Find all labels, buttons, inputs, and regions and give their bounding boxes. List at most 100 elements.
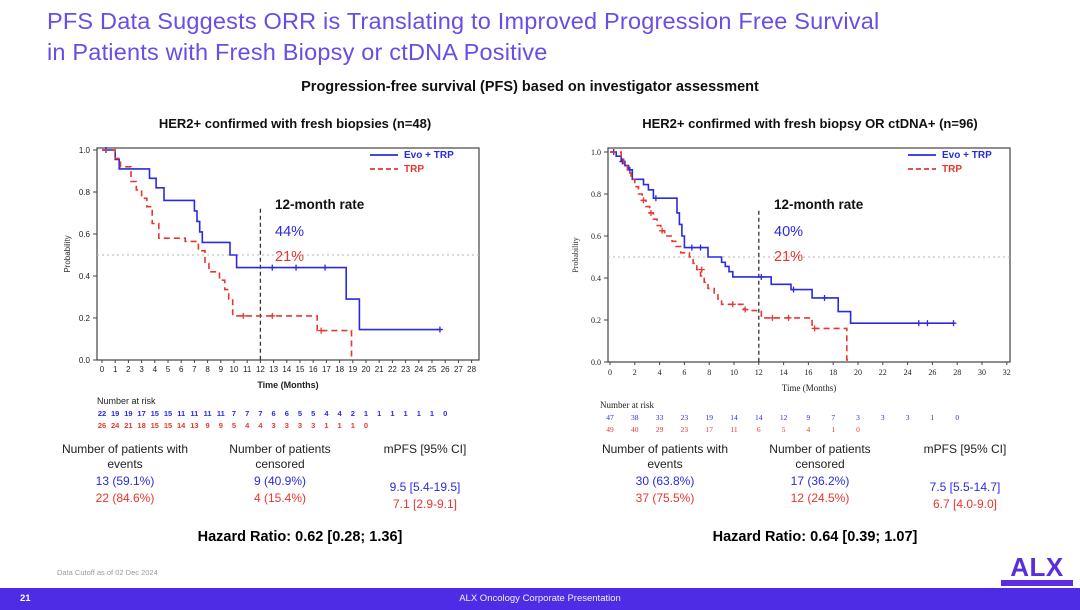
stats-value-evo: 17 (36.2%) xyxy=(790,474,850,489)
stats-header: mPFS [95% CI] xyxy=(923,442,1007,456)
svg-text:6: 6 xyxy=(272,409,276,418)
svg-text:14: 14 xyxy=(730,413,738,422)
stats-header: mPFS [95% CI] xyxy=(383,442,467,456)
svg-text:4: 4 xyxy=(338,409,343,418)
svg-text:9: 9 xyxy=(206,421,210,430)
svg-text:40: 40 xyxy=(631,425,639,434)
svg-text:1: 1 xyxy=(417,409,421,418)
left-chart-title: HER2+ confirmed with fresh biopsies (n=4… xyxy=(158,116,432,131)
svg-text:4: 4 xyxy=(324,409,329,418)
svg-text:0.0: 0.0 xyxy=(79,356,91,365)
svg-text:2: 2 xyxy=(351,409,355,418)
svg-text:25: 25 xyxy=(428,365,437,374)
left-stats-col-events: Number of patients with events 13 (59.1%… xyxy=(40,442,210,511)
left-stats-table: Number of patients with events 13 (59.1%… xyxy=(40,442,500,511)
svg-text:14: 14 xyxy=(177,421,186,430)
stats-value-evo: 13 (59.1%) xyxy=(95,474,155,489)
svg-text:19: 19 xyxy=(111,409,119,418)
svg-text:Time (Months): Time (Months) xyxy=(782,383,836,393)
svg-text:12: 12 xyxy=(755,368,763,377)
svg-text:8: 8 xyxy=(205,365,210,374)
svg-text:Probability: Probability xyxy=(63,235,72,272)
svg-text:18: 18 xyxy=(829,368,837,377)
svg-text:15: 15 xyxy=(164,421,172,430)
svg-text:12-month rate: 12-month rate xyxy=(774,197,864,212)
svg-text:7: 7 xyxy=(232,409,236,418)
svg-text:0.8: 0.8 xyxy=(79,188,91,197)
svg-text:6: 6 xyxy=(682,368,686,377)
svg-text:1: 1 xyxy=(430,409,434,418)
svg-text:4: 4 xyxy=(245,421,250,430)
svg-text:8: 8 xyxy=(707,368,711,377)
svg-text:0: 0 xyxy=(955,413,959,422)
svg-text:11: 11 xyxy=(177,409,185,418)
svg-text:47: 47 xyxy=(606,413,614,422)
svg-text:24: 24 xyxy=(111,421,120,430)
svg-text:24: 24 xyxy=(414,365,423,374)
svg-text:5: 5 xyxy=(298,409,302,418)
svg-text:4: 4 xyxy=(153,365,158,374)
svg-text:1.0: 1.0 xyxy=(79,146,91,155)
svg-text:14: 14 xyxy=(780,368,788,377)
svg-text:29: 29 xyxy=(656,425,664,434)
svg-text:TRP: TRP xyxy=(404,164,424,175)
svg-text:1: 1 xyxy=(390,409,394,418)
svg-text:11: 11 xyxy=(243,365,252,374)
svg-text:0.4: 0.4 xyxy=(79,272,91,281)
svg-text:44%: 44% xyxy=(275,224,304,240)
left-hazard-ratio: Hazard Ratio: 0.62 [0.28; 1.36] xyxy=(197,529,403,545)
svg-text:1: 1 xyxy=(831,425,835,434)
svg-text:17: 17 xyxy=(137,409,145,418)
slide-title: PFS Data Suggests ORR is Translating to … xyxy=(47,6,1057,69)
svg-text:12: 12 xyxy=(780,413,788,422)
svg-text:0.6: 0.6 xyxy=(591,232,601,241)
svg-text:0: 0 xyxy=(443,409,447,418)
svg-text:0: 0 xyxy=(100,365,105,374)
svg-text:22: 22 xyxy=(388,365,397,374)
svg-text:13: 13 xyxy=(190,421,198,430)
svg-text:6: 6 xyxy=(179,365,184,374)
stats-value-evo: 9.5 [5.4-19.5] xyxy=(389,479,461,494)
svg-text:11: 11 xyxy=(730,425,737,434)
svg-text:21%: 21% xyxy=(275,249,304,265)
svg-text:5: 5 xyxy=(232,421,236,430)
stats-header: Number of patients with events xyxy=(61,442,189,471)
svg-text:5: 5 xyxy=(311,409,315,418)
svg-text:19: 19 xyxy=(124,409,132,418)
svg-text:12-month rate: 12-month rate xyxy=(275,197,365,212)
svg-text:3: 3 xyxy=(285,421,289,430)
stats-value-trp: 7.1 [2.9-9.1] xyxy=(392,496,458,511)
svg-text:10: 10 xyxy=(230,365,239,374)
stats-value-trp: 6.7 [4.0-9.0] xyxy=(932,496,998,511)
svg-text:21: 21 xyxy=(375,365,384,374)
svg-text:1: 1 xyxy=(338,421,342,430)
right-stats-col-censored: Number of patients censored 17 (36.2%) 1… xyxy=(750,442,890,511)
svg-text:20: 20 xyxy=(362,365,371,374)
svg-text:3: 3 xyxy=(298,421,302,430)
svg-text:3: 3 xyxy=(856,413,860,422)
svg-text:1: 1 xyxy=(377,409,381,418)
svg-text:7: 7 xyxy=(192,365,197,374)
svg-text:17: 17 xyxy=(322,365,331,374)
svg-text:Evo + TRP: Evo + TRP xyxy=(942,150,992,161)
alx-logo: ALX xyxy=(1001,554,1073,586)
stats-value-trp: 37 (75.5%) xyxy=(635,491,695,506)
svg-text:15: 15 xyxy=(151,421,159,430)
svg-text:19: 19 xyxy=(348,365,357,374)
svg-text:Number at risk: Number at risk xyxy=(600,400,654,410)
stats-value-trp: 22 (84.6%) xyxy=(95,491,155,506)
stats-header: Number of patients censored xyxy=(769,442,871,471)
svg-text:3: 3 xyxy=(139,365,144,374)
svg-text:11: 11 xyxy=(190,409,198,418)
svg-text:1: 1 xyxy=(351,421,355,430)
svg-text:0.2: 0.2 xyxy=(591,316,601,325)
svg-text:1.0: 1.0 xyxy=(591,148,601,157)
svg-text:1: 1 xyxy=(931,413,935,422)
svg-text:17: 17 xyxy=(705,425,713,434)
svg-text:Evo + TRP: Evo + TRP xyxy=(404,150,454,161)
svg-text:3: 3 xyxy=(272,421,276,430)
svg-text:10: 10 xyxy=(730,368,738,377)
right-hazard-ratio: Hazard Ratio: 0.64 [0.39; 1.07] xyxy=(712,529,918,545)
svg-text:12: 12 xyxy=(256,365,265,374)
